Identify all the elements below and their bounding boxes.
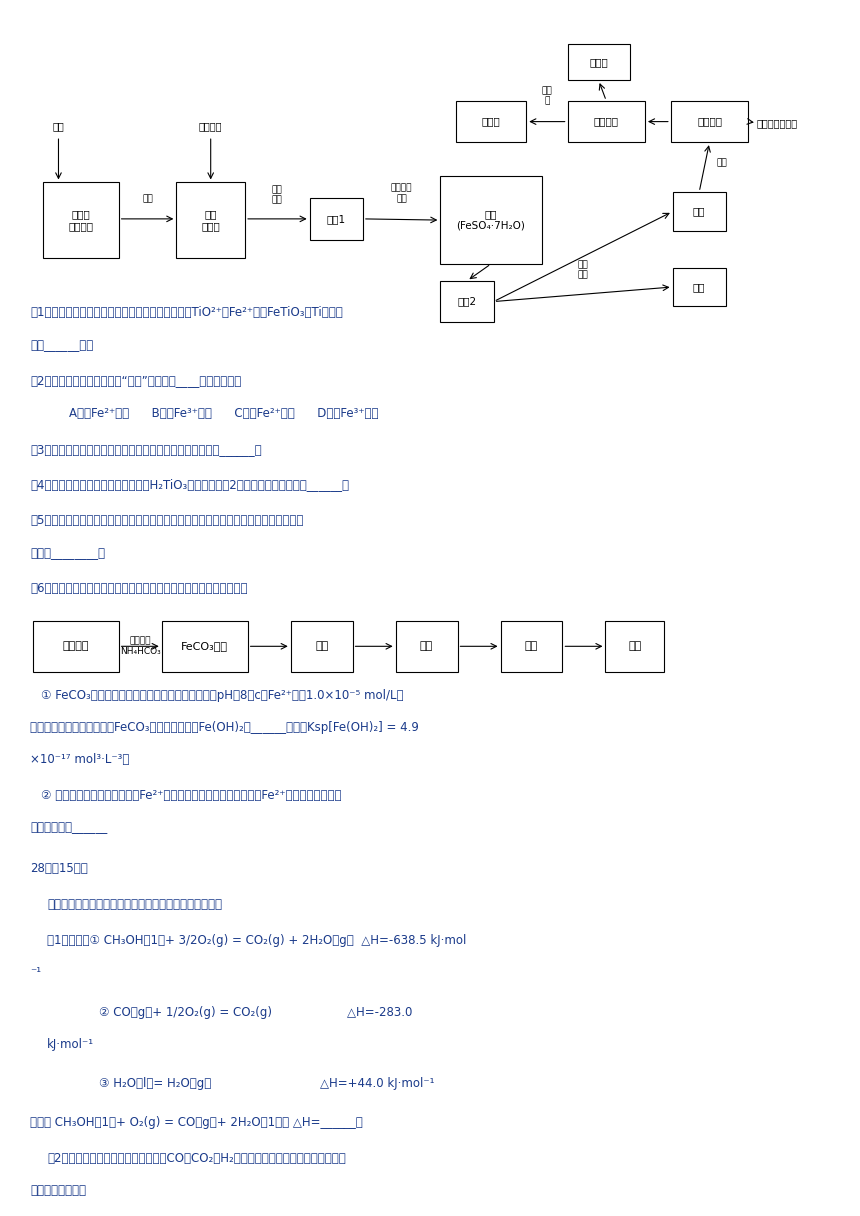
Text: 稍过量的
NH₄HCO₃: 稍过量的 NH₄HCO₃ [120, 637, 161, 655]
FancyBboxPatch shape [310, 198, 363, 240]
FancyBboxPatch shape [671, 101, 748, 142]
Text: （5）已知气体丙是一种有毒气体，写出二氧化鰭与氯气和过量焦炭在高温下反应的化学: （5）已知气体丙是一种有毒气体，写出二氧化鰭与氯气和过量焦炭在高温下反应的化学 [30, 514, 304, 528]
Text: ⁻¹: ⁻¹ [30, 966, 41, 979]
Text: 产品: 产品 [628, 641, 642, 652]
Text: 钛酸: 钛酸 [693, 207, 705, 216]
Text: 锻烧: 锻烧 [525, 641, 538, 652]
Text: 洗涤: 洗涤 [315, 641, 329, 652]
FancyBboxPatch shape [33, 620, 119, 671]
Text: 加热
过滤: 加热 过滤 [578, 260, 588, 280]
Text: kJ·mol⁻¹: kJ·mol⁻¹ [47, 1037, 95, 1051]
FancyBboxPatch shape [501, 620, 562, 671]
Text: 请通过简单计算，判断所得FeCO₃固体中是否混有Fe(OH)₂。______（已知Ksp[Fe(OH)₂] = 4.9: 请通过简单计算，判断所得FeCO₃固体中是否混有Fe(OH)₂。______（已… [30, 721, 419, 734]
FancyBboxPatch shape [176, 182, 245, 258]
Text: 气体丙: 气体丙 [589, 57, 608, 67]
Text: 四氯化钛: 四氯化钛 [593, 117, 619, 126]
Text: 溶液1: 溶液1 [327, 214, 346, 224]
FancyBboxPatch shape [673, 268, 726, 306]
Text: 硫酸: 硫酸 [52, 122, 64, 131]
FancyBboxPatch shape [291, 620, 353, 671]
Text: 冷却结晶
过滤: 冷却结晶 过滤 [390, 184, 412, 203]
FancyBboxPatch shape [456, 101, 526, 142]
Text: 高温
镁: 高温 镁 [542, 86, 552, 106]
Text: ② 若锻烧不充分，产品中将有Fe²⁺存在。设计实验检验产品中有无Fe²⁺，写出实验操作、: ② 若锻烧不充分，产品中将有Fe²⁺存在。设计实验检验产品中有无Fe²⁺，写出实… [41, 789, 341, 803]
Text: （6）以绿矾为原料，可以制备重要工业原料氧化鐵。基本流程如下：: （6）以绿矾为原料，可以制备重要工业原料氧化鐵。基本流程如下： [30, 582, 248, 596]
FancyBboxPatch shape [440, 176, 542, 264]
Text: 反应
混合物: 反应 混合物 [201, 209, 220, 231]
Text: 价为______价。: 价为______价。 [30, 338, 94, 351]
Text: （4）已知鰭酸难溶于水，其化学式为H₂TiO₃，则加热溶液2时反应的离子方程式为______。: （4）已知鰭酸难溶于水，其化学式为H₂TiO₃，则加热溶液2时反应的离子方程式为… [30, 478, 349, 491]
FancyBboxPatch shape [43, 182, 119, 258]
FancyBboxPatch shape [568, 44, 630, 80]
Text: 现象和结论。______: 现象和结论。______ [30, 821, 108, 834]
Text: ② CO（g）+ 1/2O₂(g) = CO₂(g)                    △H=-283.0: ② CO（g）+ 1/2O₂(g) = CO₂(g) △H=-283.0 [99, 1006, 412, 1019]
Text: 金属钛: 金属钛 [482, 117, 501, 126]
FancyBboxPatch shape [162, 620, 248, 671]
Text: 方程式________。: 方程式________。 [30, 546, 105, 559]
Text: ① FeCO₃达到沉淠溶解平衡时，室温下测得溶液的pH为8，c（Fe²⁺）为1.0×10⁻⁵ mol/L。: ① FeCO₃达到沉淠溶解平衡时，室温下测得溶液的pH为8，c（Fe²⁺）为1.… [41, 688, 404, 702]
Text: 铁屑、水: 铁屑、水 [199, 122, 223, 131]
Text: 二氧化钛: 二氧化钛 [697, 117, 722, 126]
Text: 高温氯气、焦炭: 高温氯气、焦炭 [757, 118, 798, 128]
Text: 硫酸: 硫酸 [693, 282, 705, 292]
Text: ③ H₂O（l）= H₂O（g）                             △H=+44.0 kJ·mol⁻¹: ③ H₂O（l）= H₂O（g） △H=+44.0 kJ·mol⁻¹ [99, 1077, 434, 1091]
Text: 28．（15分）: 28．（15分） [30, 862, 88, 876]
Text: 甲醇是一种重要的化工原料，在生产中有着重要的应用。: 甲醇是一种重要的化工原料，在生产中有着重要的应用。 [47, 897, 222, 911]
Text: 钛铁矿
（精矿）: 钛铁矿 （精矿） [68, 209, 94, 231]
Text: 干燥: 干燥 [420, 641, 433, 652]
Text: 溶液2: 溶液2 [458, 297, 476, 306]
Text: （2）工业上利用合成气（主要成分为CO、CO₂和H₂）在催化剂的作用下合成甲醇，发生: （2）工业上利用合成气（主要成分为CO、CO₂和H₂）在催化剂的作用下合成甲醇，… [47, 1152, 346, 1165]
FancyBboxPatch shape [568, 101, 645, 142]
Text: 灼烧: 灼烧 [716, 158, 728, 168]
Text: 则反应 CH₃OH（1）+ O₂(g) = CO（g）+ 2H₂O（1）的 △H=______。: 则反应 CH₃OH（1）+ O₂(g) = CO（g）+ 2H₂O（1）的 △H… [30, 1115, 363, 1128]
Text: （2）上述制备过程中，加入“鐵屑”的目的是____（填字母）。: （2）上述制备过程中，加入“鐵屑”的目的是____（填字母）。 [30, 375, 242, 388]
Text: （3）上述生产流程中，过滤操作要用到的玻璃仗器有烧杯、______。: （3）上述生产流程中，过滤操作要用到的玻璃仗器有烧杯、______。 [30, 443, 261, 456]
Text: FeCO₃沉淠: FeCO₃沉淠 [181, 641, 228, 652]
FancyBboxPatch shape [440, 281, 494, 322]
Text: 绿矾
(FeSO₄·7H₂O): 绿矾 (FeSO₄·7H₂O) [457, 209, 525, 231]
FancyBboxPatch shape [605, 620, 664, 671]
Text: 的主要反应如下：: 的主要反应如下： [30, 1183, 86, 1197]
Text: 沉降
分离: 沉降 分离 [272, 185, 283, 204]
Text: （1）已知：① CH₃OH（1）+ 3/2O₂(g) = CO₂(g) + 2H₂O（g）  △H=-638.5 kJ·mol: （1）已知：① CH₃OH（1）+ 3/2O₂(g) = CO₂(g) + 2H… [47, 934, 467, 947]
FancyBboxPatch shape [396, 620, 458, 671]
Text: （1）鰭鐵矿精矿中加入硫酸，充分反应后溶液中含TiO²⁺、Fe²⁺，则FeTiO₃中Ti的化合: （1）鰭鐵矿精矿中加入硫酸，充分反应后溶液中含TiO²⁺、Fe²⁺，则FeTiO… [30, 306, 343, 320]
Text: 加热: 加热 [142, 195, 153, 203]
FancyBboxPatch shape [673, 192, 726, 231]
Text: ×10⁻¹⁷ mol³·L⁻³）: ×10⁻¹⁷ mol³·L⁻³） [30, 753, 130, 766]
Text: 绿矾溶液: 绿矾溶液 [63, 641, 89, 652]
Text: A．防Fe²⁺氧化      B．与Fe³⁺反应      C．防Fe²⁺水解      D．防Fe³⁺水解: A．防Fe²⁺氧化 B．与Fe³⁺反应 C．防Fe²⁺水解 D．防Fe³⁺水解 [69, 406, 378, 420]
